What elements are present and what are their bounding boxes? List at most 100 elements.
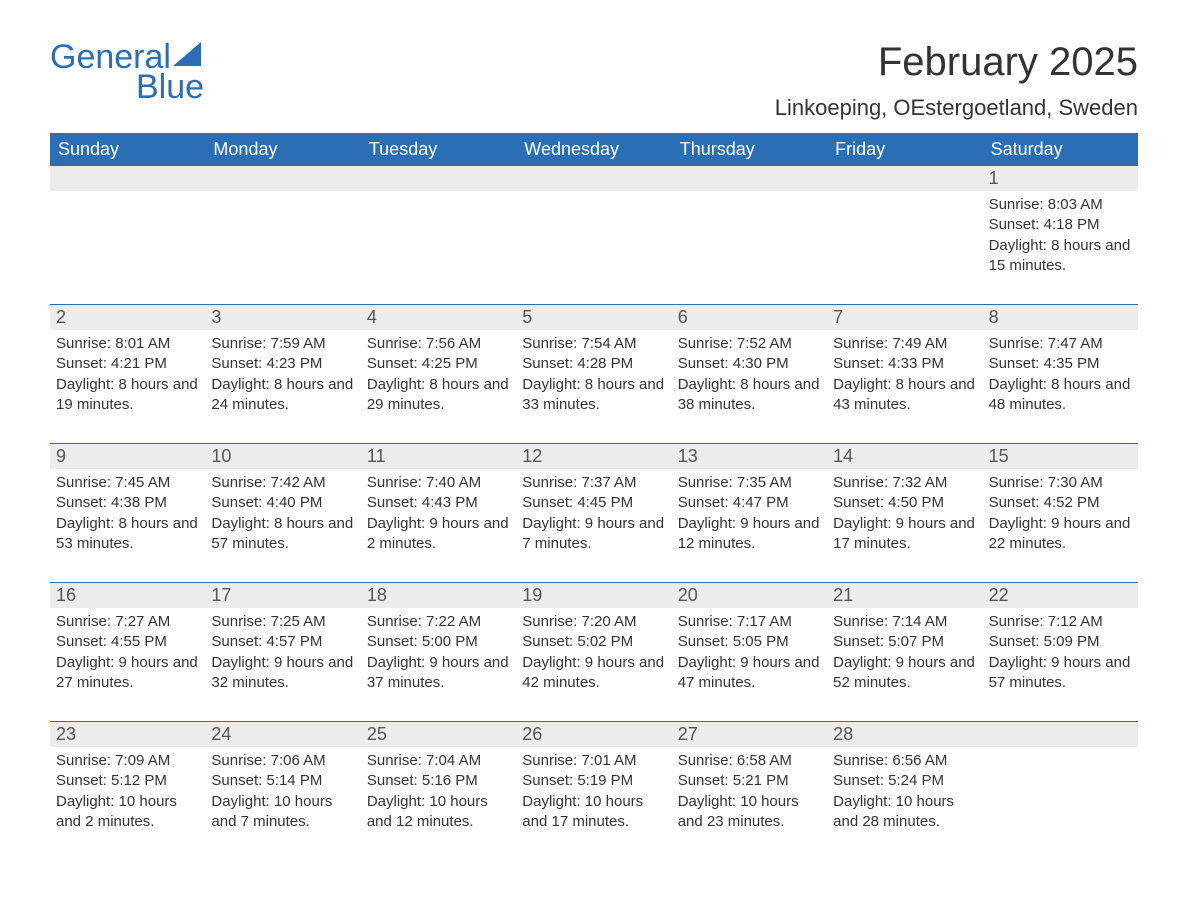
- day-detail-row: Sunrise: 7:09 AMSunset: 5:12 PMDaylight:…: [50, 747, 1138, 850]
- day-number: 20: [672, 583, 827, 608]
- weekday-header: Sunday: [50, 133, 205, 166]
- sunset-line: Sunset: 4:45 PM: [522, 494, 633, 511]
- day-number: [827, 166, 982, 191]
- day-number: [361, 166, 516, 191]
- daylight-line: Daylight: 9 hours and 12 minutes.: [678, 515, 820, 552]
- daylight-line: Daylight: 9 hours and 57 minutes.: [989, 654, 1131, 691]
- sunset-line: Sunset: 4:21 PM: [56, 355, 167, 372]
- day-detail: [672, 191, 827, 294]
- day-detail: Sunrise: 7:32 AMSunset: 4:50 PMDaylight:…: [827, 469, 982, 572]
- weekday-header: Wednesday: [516, 133, 671, 166]
- daylight-line: Daylight: 10 hours and 17 minutes.: [522, 793, 643, 830]
- sunrise-line: Sunrise: 7:56 AM: [367, 335, 481, 352]
- sunset-line: Sunset: 4:30 PM: [678, 355, 789, 372]
- day-number: 8: [983, 305, 1138, 330]
- day-number: 3: [205, 305, 360, 330]
- daylight-line: Daylight: 9 hours and 7 minutes.: [522, 515, 664, 552]
- sunset-line: Sunset: 4:23 PM: [211, 355, 322, 372]
- sunrise-line: Sunrise: 7:25 AM: [211, 613, 325, 630]
- day-number: 25: [361, 722, 516, 747]
- sunrise-line: Sunrise: 8:01 AM: [56, 335, 170, 352]
- day-number: 11: [361, 444, 516, 469]
- day-detail: Sunrise: 7:42 AMSunset: 4:40 PMDaylight:…: [205, 469, 360, 572]
- sunset-line: Sunset: 5:14 PM: [211, 772, 322, 789]
- day-number: 22: [983, 583, 1138, 608]
- sunset-line: Sunset: 5:21 PM: [678, 772, 789, 789]
- day-detail: Sunrise: 7:09 AMSunset: 5:12 PMDaylight:…: [50, 747, 205, 850]
- sunset-line: Sunset: 4:28 PM: [522, 355, 633, 372]
- sunset-line: Sunset: 5:16 PM: [367, 772, 478, 789]
- day-detail: Sunrise: 7:40 AMSunset: 4:43 PMDaylight:…: [361, 469, 516, 572]
- day-detail: Sunrise: 7:37 AM Sunset: 4:45 PM Daylight:…: [516, 469, 671, 572]
- daylight-line: Daylight: 10 hours and 2 minutes.: [56, 793, 177, 830]
- day-detail: [827, 191, 982, 294]
- day-detail: Sunrise: 7:56 AMSunset: 4:25 PMDaylight:…: [361, 330, 516, 433]
- daylight-line: Daylight: 10 hours and 28 minutes.: [833, 793, 954, 830]
- day-number: 18: [361, 583, 516, 608]
- day-number: 17: [205, 583, 360, 608]
- sunset-line: Sunset: 4:57 PM: [211, 633, 322, 650]
- day-detail: Sunrise: 8:03 AMSunset: 4:18 PMDaylight:…: [983, 191, 1138, 294]
- day-number: 24: [205, 722, 360, 747]
- weekday-header: Tuesday: [361, 133, 516, 166]
- sunrise-line: Sunrise: 7:20 AM: [522, 613, 636, 630]
- day-detail: [983, 747, 1138, 850]
- sunrise-line: Sunrise: 7:06 AM: [211, 752, 325, 769]
- sunrise-line: Sunrise: 7:47 AM: [989, 335, 1103, 352]
- day-number: 26: [516, 722, 671, 747]
- sunrise-line: Sunrise: 7:32 AM: [833, 474, 947, 491]
- week-block: 2345678Sunrise: 8:01 AMSunset: 4:21 PMDa…: [50, 304, 1138, 433]
- daylight-line: Daylight: 8 hours and 24 minutes.: [211, 376, 353, 413]
- sunset-line: Sunset: 5:00 PM: [367, 633, 478, 650]
- sunrise-line: Sunrise: 7:01 AM: [522, 752, 636, 769]
- sunrise-line: Sunrise: 6:58 AM: [678, 752, 792, 769]
- day-detail: Sunrise: 7:04 AMSunset: 5:16 PMDaylight:…: [361, 747, 516, 850]
- weekday-header: Saturday: [983, 133, 1138, 166]
- daylight-line: Daylight: 9 hours and 42 minutes.: [522, 654, 664, 691]
- page-title: February 2025: [775, 40, 1138, 85]
- week-block: 16171819202122Sunrise: 7:27 AMSunset: 4:…: [50, 582, 1138, 711]
- day-number-row: 1: [50, 166, 1138, 191]
- day-detail: Sunrise: 6:58 AMSunset: 5:21 PMDaylight:…: [672, 747, 827, 850]
- weekday-header: Monday: [205, 133, 360, 166]
- day-detail: Sunrise: 7:01 AMSunset: 5:19 PMDaylight:…: [516, 747, 671, 850]
- daylight-line: Daylight: 8 hours and 19 minutes.: [56, 376, 198, 413]
- sunset-line: Sunset: 5:09 PM: [989, 633, 1100, 650]
- day-detail: Sunrise: 6:56 AMSunset: 5:24 PMDaylight:…: [827, 747, 982, 850]
- weekday-header: Friday: [827, 133, 982, 166]
- daylight-line: Daylight: 9 hours and 37 minutes.: [367, 654, 509, 691]
- day-number: 7: [827, 305, 982, 330]
- calendar: Sunday Monday Tuesday Wednesday Thursday…: [50, 133, 1138, 850]
- weekday-header: Thursday: [672, 133, 827, 166]
- daylight-line: Daylight: 9 hours and 22 minutes.: [989, 515, 1131, 552]
- title-block: February 2025 Linkoeping, OEstergoetland…: [775, 40, 1138, 121]
- day-number: 6: [672, 305, 827, 330]
- day-detail: Sunrise: 7:30 AM Sunset: 4:52 PM Daylight:…: [983, 469, 1138, 572]
- day-number: 2: [50, 305, 205, 330]
- day-number: 14: [827, 444, 982, 469]
- daylight-line: Daylight: 8 hours and 15 minutes.: [989, 237, 1131, 274]
- day-detail-row: Sunrise: 7:45 AM Sunset: 4:38 PM Daylight:…: [50, 469, 1138, 572]
- sunset-line: Sunset: 4:18 PM: [989, 216, 1100, 233]
- day-number: 15: [983, 444, 1138, 469]
- day-number-row: 16171819202122: [50, 583, 1138, 608]
- sunset-line: Sunset: 4:25 PM: [367, 355, 478, 372]
- sunrise-line: Sunrise: 7:45 AM: [56, 474, 170, 491]
- day-number: 4: [361, 305, 516, 330]
- week-block: 232425262728Sunrise: 7:09 AMSunset: 5:12…: [50, 721, 1138, 850]
- week-block: 9101112131415Sunrise: 7:45 AMSunset: 4:3…: [50, 443, 1138, 572]
- day-detail: Sunrise: 7:22 AMSunset: 5:00 PMDaylight:…: [361, 608, 516, 711]
- day-number: 13: [672, 444, 827, 469]
- day-number: 16: [50, 583, 205, 608]
- sunset-line: Sunset: 4:52 PM: [989, 494, 1100, 511]
- day-detail-row: Sunrise: 8:01 AM Sunset: 4:21 PM Daylight:…: [50, 330, 1138, 433]
- day-detail: Sunrise: 7:52 AMSunset: 4:30 PMDaylight:…: [672, 330, 827, 433]
- sunset-line: Sunset: 4:38 PM: [56, 494, 167, 511]
- sunrise-line: Sunrise: 7:37 AM: [522, 474, 636, 491]
- day-detail: Sunrise: 7:47 AMSunset: 4:35 PMDaylight:…: [983, 330, 1138, 433]
- sunrise-line: Sunrise: 6:56 AM: [833, 752, 947, 769]
- week-block: 1Sunrise: 8:03 AMSunset: 4:18 PMDaylight…: [50, 166, 1138, 294]
- sunrise-line: Sunrise: 7:30 AM: [989, 474, 1103, 491]
- header: General Blue February 2025 Linkoeping, O…: [50, 40, 1138, 121]
- logo-sail-icon: [173, 42, 205, 68]
